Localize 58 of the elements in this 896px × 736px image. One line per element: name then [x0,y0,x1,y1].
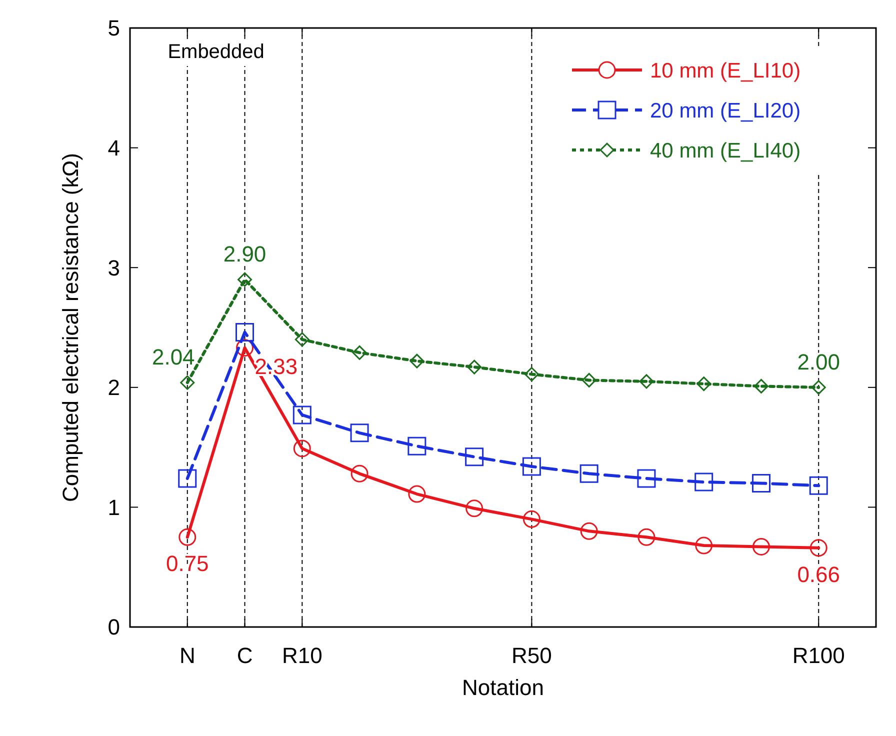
point [522,457,541,476]
point [408,436,426,456]
x-tick-label: R50 [512,643,552,668]
point [752,474,770,492]
point [694,472,714,492]
point [696,376,712,392]
data-label: 2.90 [223,242,266,267]
legend-label: 10 mm (E_LI10) [650,59,801,82]
point [752,538,770,556]
y-axis-title: Computed electrical resistance (kΩ) [58,152,83,502]
legend-label: 40 mm (E_LI40) [650,139,801,162]
point [466,500,484,518]
point [408,485,426,503]
point [350,424,369,442]
point [178,469,197,488]
point [180,375,195,390]
point [292,406,312,424]
x-tick-label: C [236,643,253,668]
point [236,339,254,357]
point [522,510,540,528]
point [236,323,254,342]
point [580,464,598,483]
point [809,476,828,495]
y-tick-label: 1 [108,494,120,520]
data-label: 0.66 [797,562,840,587]
point [811,380,826,395]
y-tick-label: 0 [108,614,120,640]
x-tick-label: R10 [282,643,322,668]
x-axis-title: Notation [462,675,544,700]
y-tick-label: 3 [108,255,120,280]
point [580,522,598,540]
x-tick-label: N [179,643,196,668]
point [465,448,484,466]
point [293,440,311,458]
point [410,354,424,368]
point [238,272,252,287]
point [178,528,196,546]
point [754,378,768,394]
point [352,345,367,360]
point [582,372,596,388]
data-label: 0.75 [166,551,209,576]
point [695,536,713,554]
point [294,332,310,347]
point [637,469,656,488]
x-tick-label: R100 [792,643,845,668]
y-tick-label: 2 [108,375,120,400]
point [810,539,828,557]
point [639,374,654,389]
y-tick-label: 4 [108,136,120,160]
point [638,528,656,546]
annotation: Embedded [168,41,264,63]
point [467,360,482,374]
point [524,366,539,382]
legend-label: 20 mm (E_LI20) [650,99,801,122]
data-label: 2.00 [797,349,840,374]
y-tick-label: 5 [108,16,120,41]
data-label: 2.04 [152,344,195,370]
point [350,464,368,482]
